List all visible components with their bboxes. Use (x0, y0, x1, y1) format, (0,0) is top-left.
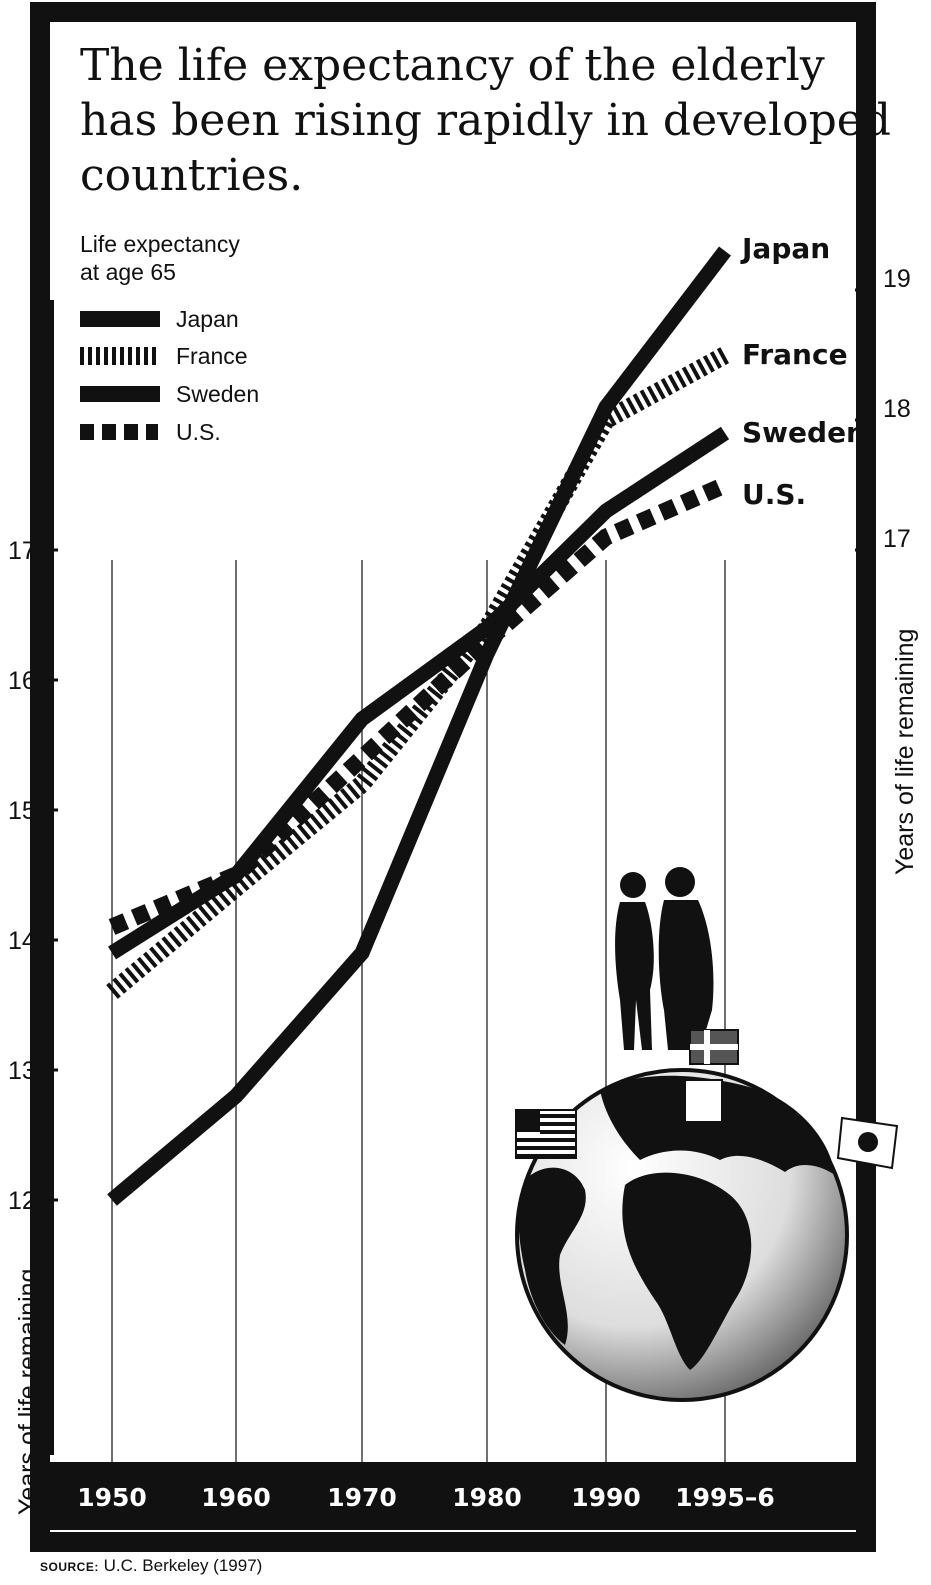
continent-europe-asia (600, 1075, 835, 1175)
y-tick-label-right: 19 (883, 265, 911, 293)
continent-africa (622, 1172, 752, 1370)
legend-heading: Life expectancy at age 65 (80, 231, 246, 285)
us-flag (515, 1109, 577, 1159)
series-layer (106, 246, 731, 1206)
y-tick-label-left: 17 (8, 537, 36, 565)
y-tick-label-right: 17 (883, 525, 911, 553)
x-tick-label: 1970 (327, 1483, 397, 1512)
continent-americas (518, 1167, 586, 1345)
y-tick-label-right: 18 (883, 395, 911, 423)
y-tick-label-left: 12 (8, 1187, 36, 1215)
series-line-us (108, 477, 729, 935)
y-tick-label-left: 15 (8, 797, 36, 825)
y-axis-title-left: Years of life remaining (14, 1269, 42, 1515)
illustration-globe-couple (515, 867, 899, 1402)
legend-swatch-us (80, 424, 158, 440)
end-label-france: France (742, 338, 848, 371)
source-note: SOURCE: U.C. Berkeley (1997) (40, 1556, 262, 1576)
y-tick-label-left: 16 (8, 667, 36, 695)
end-label-us: U.S. (742, 478, 806, 511)
series-line-japan (107, 246, 731, 1206)
y-tick-label-left: 13 (8, 1057, 36, 1085)
title-line-2: has been rising rapidly in developed (80, 95, 891, 146)
legend-swatch-france (80, 347, 160, 365)
y-axis-title-right: Years of life remaining (891, 629, 919, 875)
source-label: SOURCE: (40, 1560, 99, 1574)
y-tick-label-left: 14 (8, 927, 36, 955)
x-tick-label: 1980 (452, 1483, 522, 1512)
legend-label-japan: Japan (176, 306, 239, 332)
legend-heading-line-1: Life expectancy (80, 231, 240, 257)
sweden-flag (689, 1029, 739, 1065)
title-line-1: The life expectancy of the elderly (80, 40, 825, 91)
elderly-couple (615, 867, 714, 1050)
series-end-labels: Japan France Sweden U.S. (740, 232, 866, 511)
legend: Japan France Sweden U.S. (80, 306, 259, 445)
legend-swatch-sweden (80, 386, 160, 402)
x-tick-labels: 1950 1960 1970 1980 1990 1995–6 (77, 1483, 775, 1512)
legend-label-us: U.S. (176, 419, 221, 445)
end-label-sweden: Sweden (742, 416, 866, 449)
x-tick-label: 1990 (571, 1483, 641, 1512)
legend-label-sweden: Sweden (176, 381, 259, 407)
y-ticks-left: 12 13 14 15 16 17 (8, 537, 58, 1215)
y-ticks-right: 17 18 19 (855, 265, 911, 553)
x-tick-label: 1995–6 (675, 1483, 774, 1512)
series-line-sweden (108, 426, 730, 960)
year-band (50, 1462, 856, 1530)
x-tick-label: 1960 (201, 1483, 271, 1512)
end-label-japan: Japan (740, 232, 830, 265)
title-line-3: countries. (80, 150, 303, 201)
chart-title: The life expectancy of the elderly has b… (80, 40, 905, 201)
france-flag (667, 1079, 723, 1123)
legend-heading-line-2: at age 65 (80, 259, 176, 285)
x-tick-label: 1950 (77, 1483, 147, 1512)
legend-swatch-japan (80, 311, 160, 327)
legend-label-france: France (176, 343, 248, 369)
source-text: U.C. Berkeley (1997) (103, 1556, 263, 1575)
japan-flag (836, 1116, 899, 1170)
